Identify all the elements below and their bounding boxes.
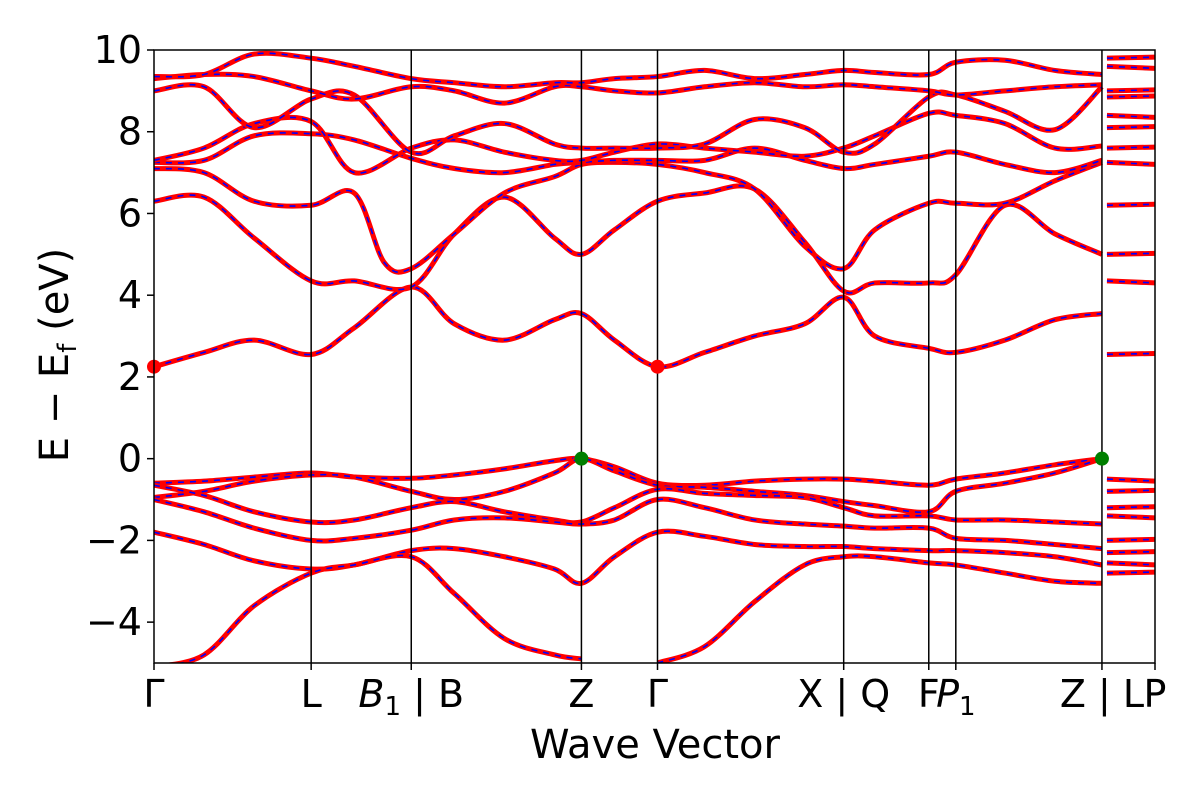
vbm-marker-1 — [1094, 451, 1109, 466]
band-line-7 — [154, 284, 1103, 370]
band-tail-dash-11 — [1106, 203, 1155, 207]
y-tick-label-5: 0 — [118, 437, 142, 481]
extrema-markers — [147, 359, 1109, 466]
band-line-dash-1 — [154, 457, 1103, 514]
band-tail-dash-13 — [1106, 146, 1155, 149]
y-tick-label-0: 10 — [94, 28, 142, 72]
band-tail-dash-10 — [1106, 252, 1155, 256]
y-tick-label-4: 2 — [118, 355, 142, 399]
band-tail-dash-6 — [1106, 562, 1155, 566]
cbm-marker-1 — [650, 359, 665, 374]
band-line-dash-13 — [154, 73, 1102, 104]
band-line-6 — [656, 553, 1103, 663]
band-tail-dash-14 — [1106, 125, 1155, 129]
band-line-dash-3 — [154, 498, 1103, 550]
band-line-dash-14 — [154, 52, 1103, 88]
x-tick-label-4: Γ — [647, 672, 668, 716]
x-tick-label-8: Z | L — [1060, 672, 1144, 717]
y-ticks: 10 8 6 4 2 0 −2 −4 — [86, 28, 154, 644]
band-tail-dash-19 — [1106, 56, 1155, 59]
band-line-dash-5 — [176, 554, 582, 663]
x-tick-label-9: P — [1144, 672, 1167, 716]
x-tick-label-3: Z — [568, 672, 594, 716]
band-line-5 — [164, 553, 582, 663]
band-line-0 — [154, 455, 1103, 489]
y-axis-label: E − Ef (eV) — [32, 248, 83, 463]
band-tail-dash-2 — [1106, 505, 1155, 509]
band-tail-dash-5 — [1106, 550, 1155, 554]
kpoint-lines — [310, 50, 1103, 663]
band-line-dash-10 — [154, 132, 1103, 174]
band-line-dash-0 — [154, 457, 1103, 487]
band-tail-dash-16 — [1106, 95, 1155, 98]
y-tick-label-6: −2 — [86, 518, 142, 562]
x-tick-label-2: B1 | B — [358, 672, 464, 722]
x-axis-label: Wave Vector — [530, 722, 781, 768]
band-line-10 — [154, 130, 1103, 176]
plot-frame — [153, 49, 1156, 664]
y-tick-label-1: 8 — [118, 110, 142, 154]
band-line-14 — [154, 50, 1103, 90]
vbm-marker-0 — [574, 451, 589, 466]
band-tail-dash-12 — [1106, 161, 1155, 166]
band-tail-dash-18 — [1106, 65, 1155, 70]
band-tail-dash-15 — [1106, 114, 1155, 119]
y-tick-label-3: 4 — [118, 273, 142, 317]
band-line-dash-6 — [657, 555, 1102, 663]
band-tail-dash-1 — [1106, 489, 1155, 493]
x-tick-label-6: F — [918, 672, 940, 716]
band-line-dash-7 — [154, 286, 1103, 368]
y-tick-label-2: 6 — [118, 191, 142, 235]
x-tick-label-1: L — [301, 672, 322, 716]
band-tail-dash-9 — [1106, 280, 1155, 284]
band-line-dash-8 — [154, 185, 1103, 294]
band-line-3 — [154, 496, 1103, 552]
x-tick-label-0: Γ — [143, 672, 164, 716]
band-line-dash-2 — [154, 484, 1102, 525]
band-line-1 — [154, 456, 1103, 515]
band-tail-dash-7 — [1106, 571, 1155, 574]
band-tail-dash-4 — [1106, 538, 1155, 542]
band-tail-dash-17 — [1106, 89, 1155, 92]
bands-layer — [154, 50, 1155, 663]
y-tick-label-7: −4 — [86, 600, 142, 644]
x-tick-label-7: P1 — [936, 672, 975, 722]
x-tick-label-5: X | Q — [797, 672, 890, 717]
band-tail-dash-8 — [1106, 352, 1155, 356]
band-tail-dash-0 — [1106, 478, 1155, 482]
band-tail-dash-3 — [1106, 515, 1155, 519]
